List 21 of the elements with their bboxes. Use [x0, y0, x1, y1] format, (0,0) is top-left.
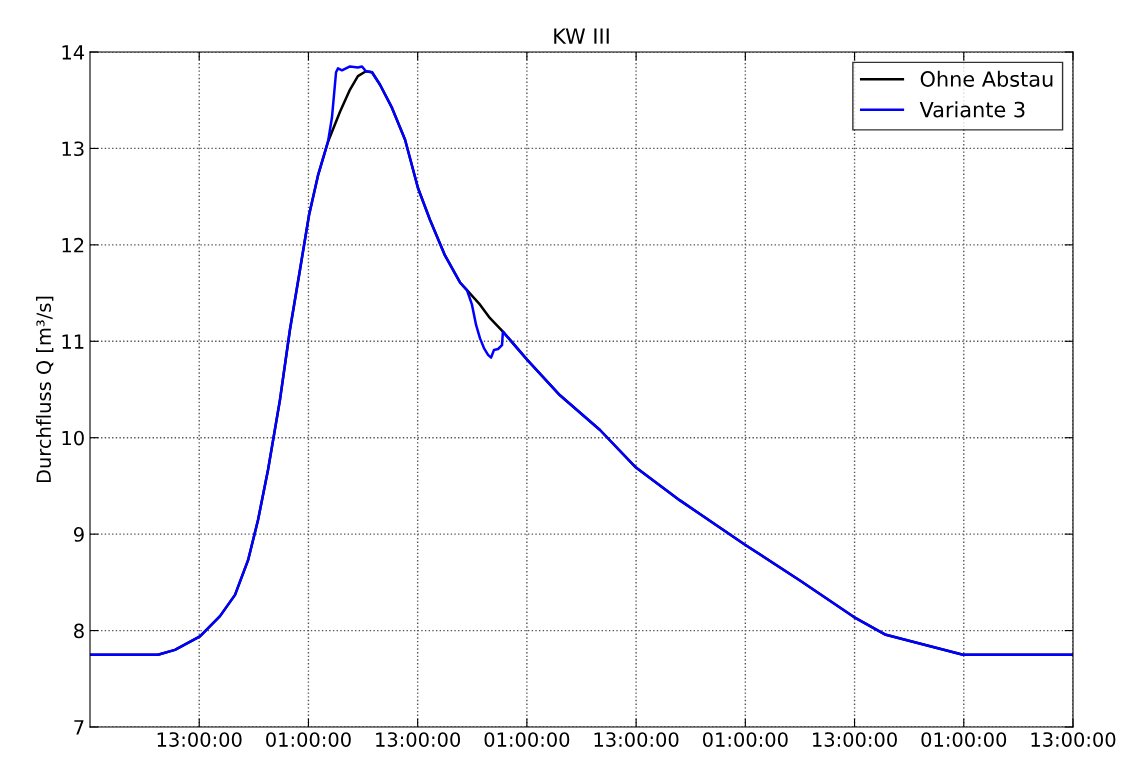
y-tick-label: 8 — [74, 623, 84, 639]
y-tick-label: 11 — [62, 334, 84, 349]
x-tick-label: 01:00:00 — [266, 732, 351, 747]
legend-label: Variante 3 — [919, 101, 1025, 118]
x-tick-label: 13:00:00 — [157, 732, 242, 747]
y-tick-label: 12 — [62, 237, 84, 253]
y-tick-label: 14 — [62, 45, 85, 60]
x-tick-label: 01:00:00 — [484, 732, 570, 747]
x-tick-label: 01:00:00 — [921, 732, 1007, 747]
legend-label: Ohne Abstau — [920, 70, 1053, 87]
y-tick-label: 9 — [73, 527, 84, 542]
y-tick-label: 13 — [62, 141, 84, 157]
x-tick-label: 01:00:00 — [702, 732, 788, 747]
chart-title: KW III — [554, 28, 609, 44]
x-tick-label: 13:00:00 — [813, 732, 897, 747]
y-tick-label: 10 — [62, 430, 84, 446]
x-tick-label: 13:00:00 — [376, 732, 461, 747]
y-axis-title: Durchfluss Q [m³/s] — [36, 296, 54, 483]
x-tick-label: 13:00:00 — [594, 732, 679, 747]
x-tick-label: 13:00:00 — [1031, 732, 1116, 747]
y-tick-label: 7 — [74, 720, 84, 735]
